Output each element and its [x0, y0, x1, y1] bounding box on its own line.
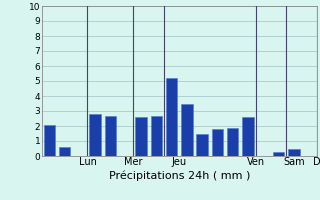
- X-axis label: Précipitations 24h ( mm ): Précipitations 24h ( mm ): [108, 170, 250, 181]
- Bar: [105, 116, 116, 156]
- Bar: [273, 152, 284, 156]
- Bar: [196, 134, 208, 156]
- Bar: [227, 128, 238, 156]
- Bar: [181, 104, 193, 156]
- Bar: [212, 129, 223, 156]
- Bar: [242, 117, 254, 156]
- Bar: [288, 148, 300, 156]
- Bar: [135, 117, 147, 156]
- Bar: [44, 124, 55, 156]
- Bar: [150, 116, 162, 156]
- Bar: [89, 114, 101, 156]
- Bar: [59, 147, 70, 156]
- Bar: [166, 78, 177, 156]
